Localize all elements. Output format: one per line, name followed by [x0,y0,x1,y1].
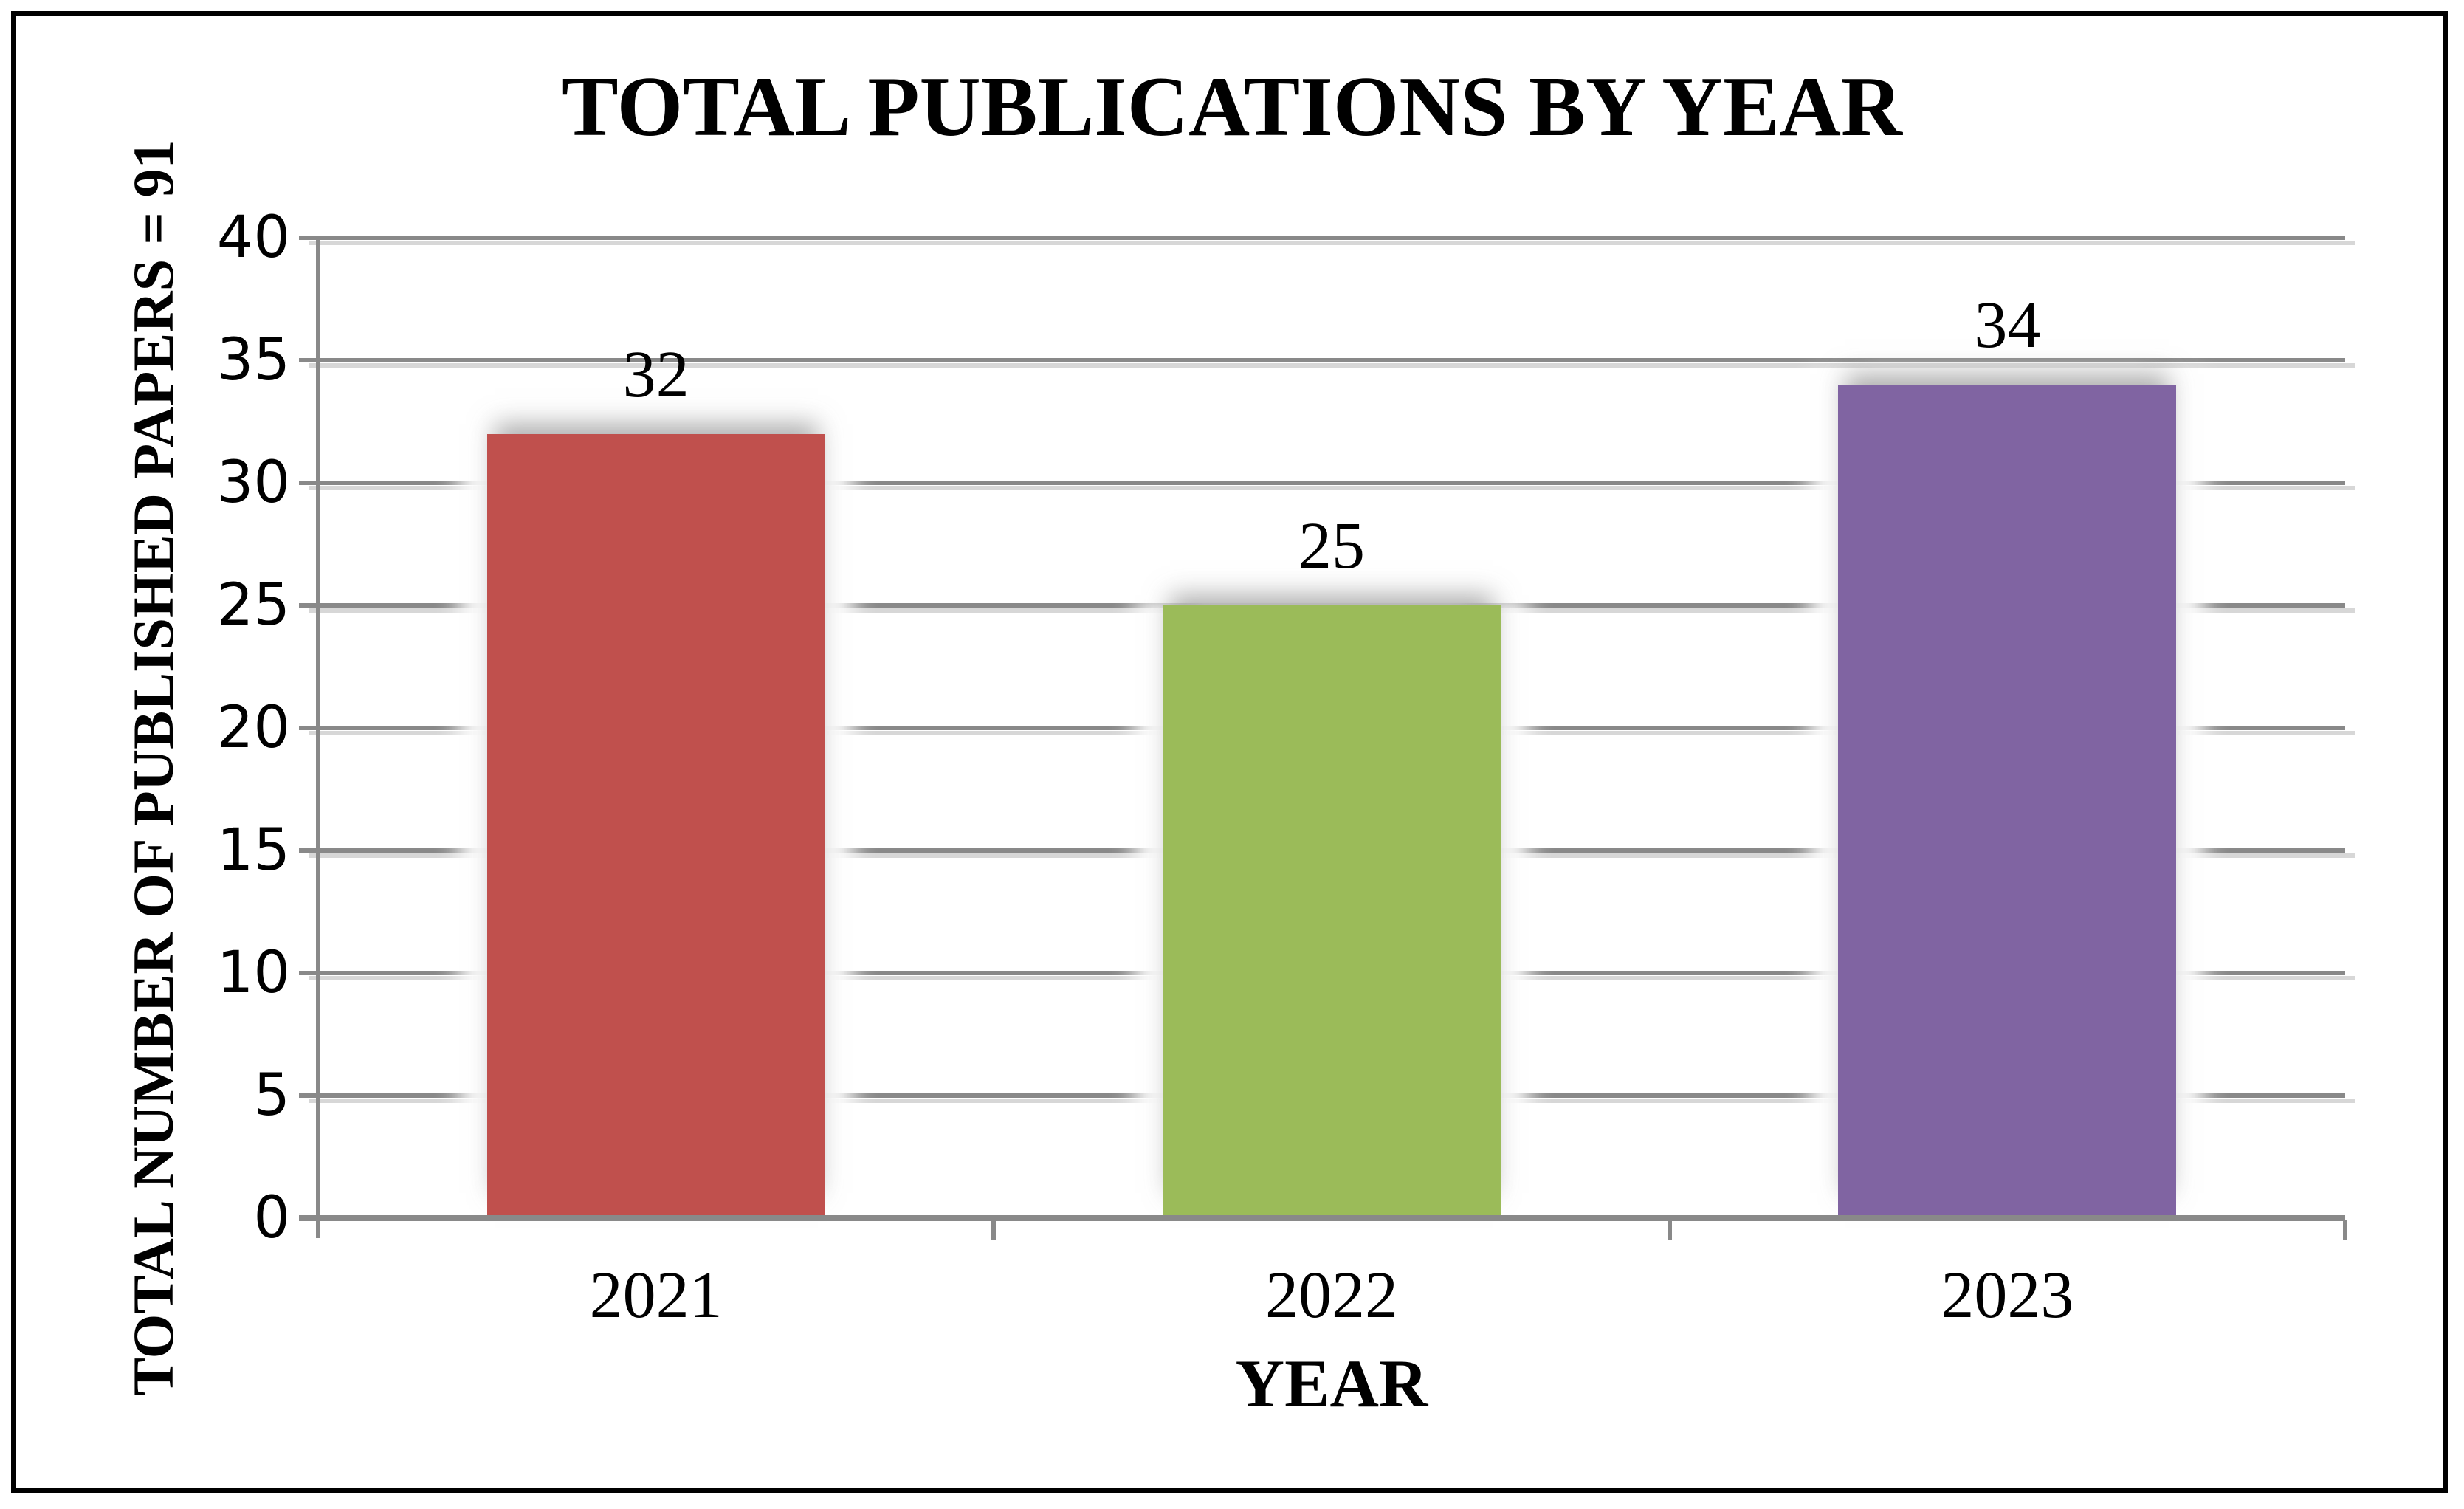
y-tick-label-0: 0 [253,1185,290,1251]
x-axis-line [299,1215,2345,1221]
y-tick-label-20: 20 [216,695,290,761]
x-tick-label-2022: 2022 [1265,1259,1398,1332]
x-axis-tick-2 [1667,1220,1672,1240]
y-tick-label-35: 35 [216,327,290,393]
x-tick-label-2021: 2021 [589,1259,723,1332]
y-tick-label-25: 25 [216,572,290,639]
chart-title: TOTAL PUBLICATIONS BY YEAR [562,60,1902,154]
y-gridline-35 [299,358,2345,362]
bar-2023 [1838,385,2177,1218]
bar-value-label-2023: 34 [1974,289,2041,362]
y-tick-label-15: 15 [216,817,290,884]
x-axis-tick-3 [2343,1220,2347,1240]
x-axis-tick-1 [991,1220,997,1240]
x-tick-label-2023: 2023 [1941,1259,2074,1332]
bar-2022 [1163,605,1501,1218]
y-tick-label-5: 5 [253,1062,290,1129]
y-axis-line [316,238,320,1238]
bar-value-label-2021: 32 [622,337,689,411]
y-tick-label-40: 40 [216,204,290,271]
y-gridline-40 [299,236,2345,240]
bar-value-label-2022: 25 [1298,509,1365,582]
y-tick-label-10: 10 [216,940,290,1006]
x-axis-title: YEAR [1235,1346,1428,1421]
y-gridline-30 [299,481,2345,485]
chart-border [11,11,2448,1493]
bar-2021 [486,433,825,1218]
y-tick-label-30: 30 [216,450,290,516]
